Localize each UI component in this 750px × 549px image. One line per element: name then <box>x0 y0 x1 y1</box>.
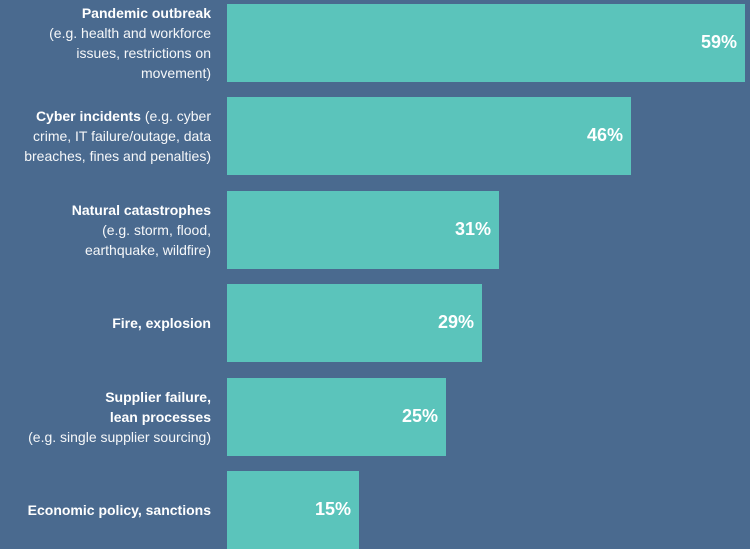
bar-value-label: 25% <box>401 406 438 426</box>
bar-value-label: 29% <box>437 312 474 332</box>
bar-value-label: 15% <box>314 499 351 519</box>
category-label-detail: breaches, fines and penalties) <box>24 148 211 164</box>
category-label-bold: Economic policy, sanctions <box>27 502 211 518</box>
category-label: Natural catastrophes (e.g. storm, flood, e… <box>6 191 211 269</box>
bar <box>227 378 446 456</box>
bar <box>227 471 359 549</box>
category-label: Supplier failure, lean processes (e.g. sin… <box>6 378 211 456</box>
bar <box>227 97 631 175</box>
bar <box>227 191 499 269</box>
category-label-bold: lean processes <box>109 409 211 425</box>
category-label-detail: (e.g. storm, flood, <box>102 222 211 238</box>
category-label-bold: Natural catastrophes <box>71 202 211 218</box>
bar-value-label: 59% <box>700 32 737 52</box>
category-label: Economic policy, sanctions <box>6 471 211 549</box>
category-label-bold: Fire, explosion <box>112 315 211 331</box>
category-label-detail: earthquake, wildfire) <box>84 242 211 258</box>
bar <box>227 284 482 362</box>
category-label-bold: Supplier failure, <box>105 389 211 405</box>
category-label-detail: (e.g. cyber <box>140 108 211 124</box>
category-label-bold: Pandemic outbreak <box>81 5 211 21</box>
category-label: Cyber incidents (e.g. cyber crime, IT fai… <box>6 97 211 175</box>
bar-value-label: 46% <box>586 125 623 145</box>
category-label-detail: issues, restrictions on movement) <box>76 45 211 81</box>
category-label-detail: (e.g. single supplier sourcing) <box>28 429 211 445</box>
category-label-detail: crime, IT failure/outage, data <box>33 128 211 144</box>
category-label: Fire, explosion <box>6 284 211 362</box>
category-label-detail: (e.g. health and workforce <box>49 25 211 41</box>
category-label-bold: Cyber incidents <box>35 108 141 124</box>
bar-value-label: 31% <box>454 219 491 239</box>
category-label: Pandemic outbreak (e.g. health and workfo… <box>6 4 211 82</box>
bar <box>227 4 745 82</box>
